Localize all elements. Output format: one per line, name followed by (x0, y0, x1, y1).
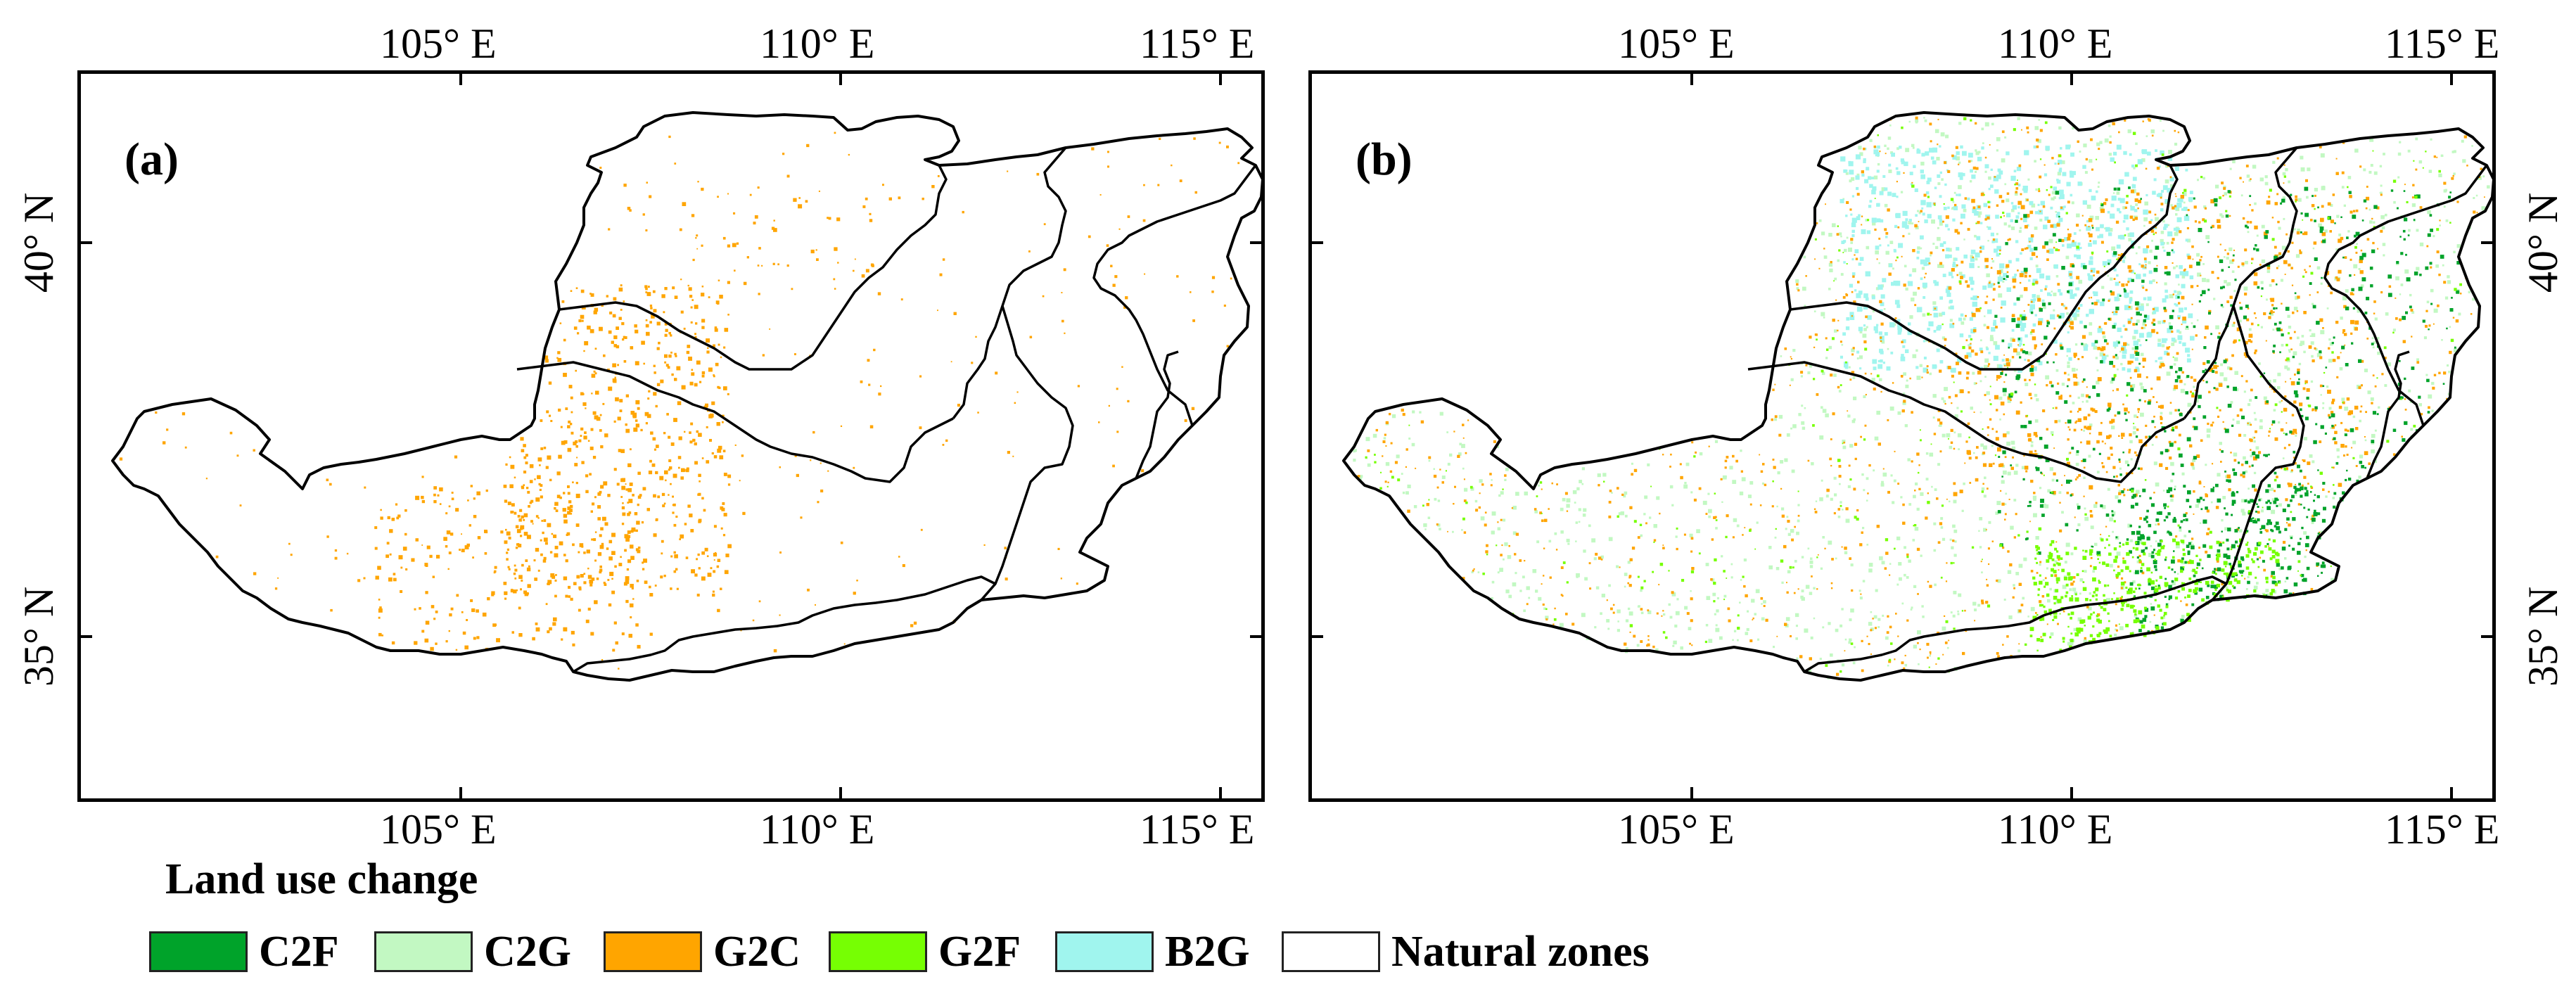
zone-boundary-6-b (1804, 575, 2227, 673)
lon-label-115-bottom-b: 115° E (2385, 806, 2500, 853)
lon-label-110-top-b: 110° E (1998, 20, 2113, 67)
legend-label-natural-zones: Natural zones (1391, 927, 1650, 976)
zone-boundary-6-a (573, 575, 996, 673)
panel-label-b: (b) (1356, 134, 1413, 185)
lon-label-105-top-b: 105° E (1618, 20, 1735, 67)
map-canvas-b (1312, 74, 2492, 798)
map-panel-b: (b) (1308, 70, 2496, 802)
lon-label-115-top-a: 115° E (1140, 20, 1255, 67)
legend-swatch-natural-zones (1282, 931, 1380, 972)
zone-boundary-3-a (1092, 164, 1257, 426)
panel-label-a: (a) (125, 134, 179, 185)
legend-swatch-b2g (1055, 931, 1154, 972)
zone-boundary-2-a (952, 146, 1067, 420)
legend-label-c2g: C2G (484, 927, 571, 976)
lon-label-105-bottom-b: 105° E (1618, 806, 1735, 853)
legend-label-b2g: B2G (1165, 927, 1250, 976)
lat-label-40-right-b: 40° N (2520, 192, 2566, 293)
legend-item-c2f: C2F (149, 927, 339, 976)
legend-swatch-c2g (374, 931, 473, 972)
lon-label-105-top-a: 105° E (380, 20, 497, 67)
lat-label-35-left-a: 35° N (15, 586, 62, 687)
lon-label-110-top-a: 110° E (760, 20, 875, 67)
land-change-pixels-a (119, 132, 1240, 670)
legend-item-b2g: B2G (1055, 927, 1250, 976)
legend-title: Land use change (165, 855, 478, 903)
zone-boundary-5-a (980, 305, 1074, 601)
lat-label-35-right-b: 35° N (2520, 586, 2566, 687)
legend-item-g2f: G2F (829, 927, 1021, 976)
region-fill-a (113, 113, 1261, 680)
legend-swatch-c2f (149, 931, 248, 972)
legend-item-g2c: G2C (604, 927, 801, 976)
zone-boundary-0-a (516, 361, 954, 483)
legend-swatch-g2f (829, 931, 927, 972)
lat-label-40-left-a: 40° N (15, 192, 62, 293)
zone-boundary-5-b (2211, 305, 2305, 601)
zone-boundary-1-a (559, 165, 948, 371)
zone-boundary-2-b (2183, 146, 2298, 420)
map-panel-a: (a) (77, 70, 1265, 802)
lon-label-115-top-b: 115° E (2385, 20, 2500, 67)
legend-label-g2c: G2C (713, 927, 801, 976)
zone-boundary-3-b (2323, 164, 2488, 426)
zone-boundary-4-b (2366, 350, 2410, 479)
region-outline-a (111, 111, 1261, 682)
zone-boundary-4-a (1135, 350, 1179, 479)
lon-label-115-bottom-a: 115° E (1140, 806, 1255, 853)
legend-label-c2f: C2F (259, 927, 339, 976)
land-change-pixels-b (1353, 116, 2490, 679)
lon-label-110-bottom-b: 110° E (1998, 806, 2113, 853)
lon-label-110-bottom-a: 110° E (760, 806, 875, 853)
zone-boundary-1-b (1790, 165, 2179, 371)
legend-label-g2f: G2F (938, 927, 1021, 976)
lon-label-105-bottom-a: 105° E (380, 806, 497, 853)
legend-item-c2g: C2G (374, 927, 571, 976)
legend-item-natural-zones: Natural zones (1282, 927, 1650, 976)
zone-boundary-0-b (1747, 361, 2185, 483)
region-outline-b (1342, 111, 2492, 682)
map-canvas-a (81, 74, 1261, 798)
legend-swatch-g2c (604, 931, 702, 972)
region-fill-b (1344, 113, 2492, 680)
